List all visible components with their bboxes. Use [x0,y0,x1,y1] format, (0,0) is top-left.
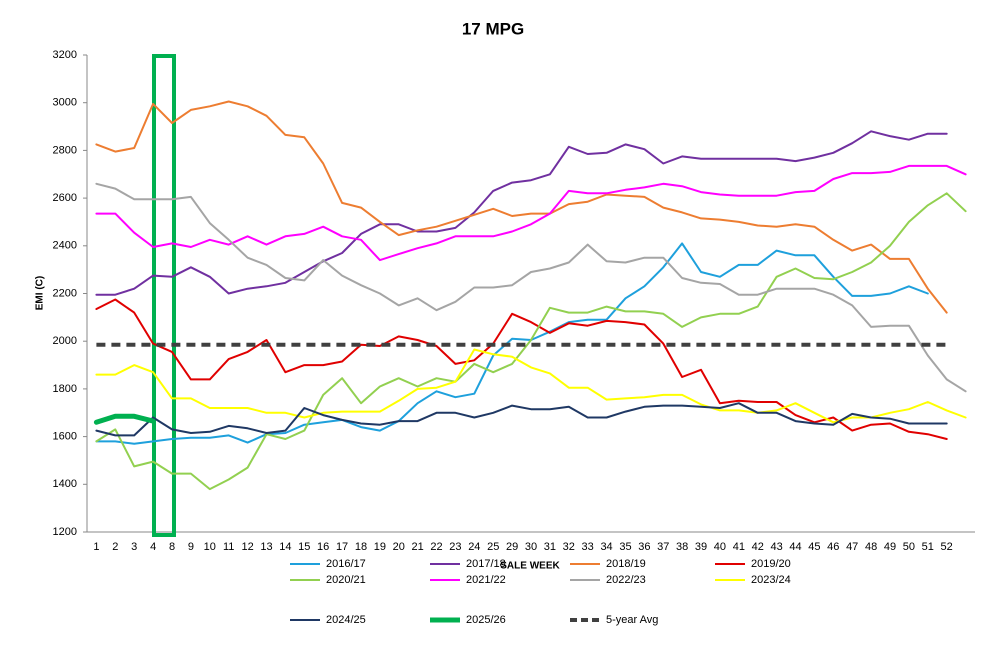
series-line [95,242,929,445]
x-tick-label: 46 [827,541,839,553]
legend-label: 2016/17 [326,558,366,570]
x-tick-label: 37 [657,541,669,553]
x-tick-label: 38 [676,541,688,553]
x-tick-label: 12 [241,541,253,553]
series-line [95,182,967,393]
legend-label: 5-year Avg [606,614,658,626]
x-tick-label: 39 [695,541,707,553]
highlight-box [152,54,176,537]
y-tick-label: 2400 [53,240,77,252]
y-tick-label: 3000 [53,97,77,109]
x-tick-label: 49 [884,541,896,553]
series-line [95,402,948,437]
x-tick-label: 43 [770,541,782,553]
x-axis-title: SALE WEEK [500,561,560,572]
x-tick-label: 17 [336,541,348,553]
x-tick-label: 47 [846,541,858,553]
series-line [95,192,967,491]
x-tick-label: 11 [223,541,234,553]
series-line [95,100,948,314]
x-tick-label: 3 [131,541,137,553]
x-tick-label: 52 [941,541,953,553]
series-line [95,298,948,440]
x-tick-label: 19 [374,541,386,553]
x-tick-label: 42 [752,541,764,553]
x-tick-label: 45 [808,541,820,553]
x-tick-label: 33 [582,541,594,553]
x-tick-label: 41 [733,541,745,553]
series-line [95,130,948,296]
x-tick-label: 18 [355,541,367,553]
x-tick-label: 4 [150,541,156,553]
legend-label: 2018/19 [606,558,646,570]
x-tick-label: 50 [903,541,915,553]
legend-label: 2024/25 [326,614,366,626]
legend-label: 2017/18 [466,558,506,570]
x-tick-label: 30 [525,541,537,553]
x-tick-label: 24 [468,541,480,553]
x-tick-label: 36 [638,541,650,553]
x-tick-label: 29 [506,541,518,553]
legend-label: 2020/21 [326,574,366,586]
x-tick-label: 48 [865,541,877,553]
legend-label: 2025/26 [466,614,506,626]
y-tick-label: 1400 [53,478,77,490]
x-tick-label: 1 [93,541,99,553]
x-tick-label: 32 [563,541,575,553]
x-tick-label: 14 [279,541,291,553]
y-tick-label: 2600 [53,192,77,204]
x-tick-label: 35 [619,541,631,553]
x-tick-label: 13 [260,541,272,553]
x-tick-label: 40 [714,541,726,553]
legend-label: 2022/23 [606,574,646,586]
chart-title: 17 MPG [462,19,524,38]
y-tick-label: 2800 [53,144,77,156]
x-tick-label: 2 [112,541,118,553]
y-axis-title: EMI (C) [35,276,46,310]
y-tick-label: 1200 [53,526,77,538]
y-tick-label: 1600 [53,431,77,443]
x-tick-label: 51 [922,541,934,553]
y-tick-label: 1800 [53,383,77,395]
x-tick-label: 23 [449,541,461,553]
x-tick-label: 8 [169,541,175,553]
y-tick-label: 2200 [53,287,77,299]
x-tick-label: 10 [204,541,216,553]
x-tick-label: 44 [789,541,801,553]
x-tick-label: 9 [188,541,194,553]
legend-label: 2023/24 [751,574,791,586]
series-line [95,348,967,424]
x-tick-label: 34 [600,541,612,553]
series-line [93,413,156,425]
series-line [95,164,967,262]
x-tick-label: 20 [393,541,405,553]
x-tick-label: 25 [487,541,499,553]
legend-label: 2021/22 [466,574,506,586]
y-tick-label: 2000 [53,335,77,347]
x-tick-label: 21 [412,541,424,553]
x-tick-label: 22 [430,541,442,553]
x-tick-label: 16 [317,541,329,553]
x-tick-label: 31 [544,541,556,553]
legend-label: 2019/20 [751,558,791,570]
x-tick-label: 15 [298,541,310,553]
y-tick-label: 3200 [53,49,77,61]
